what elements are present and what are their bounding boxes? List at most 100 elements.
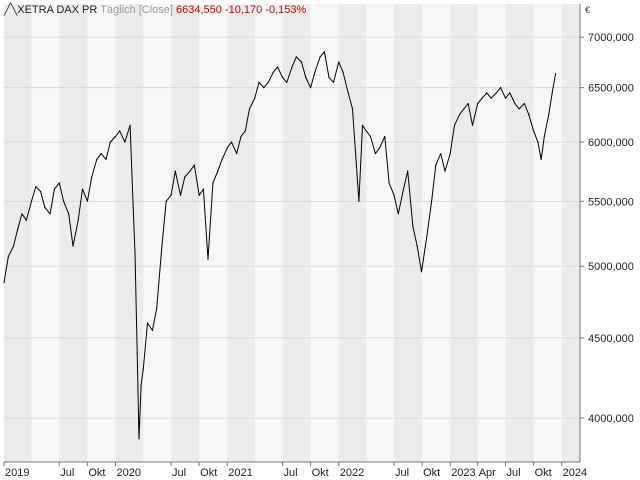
price-point [240,135,242,138]
price-point [393,194,395,196]
price-point [63,200,65,202]
x-tick-label: Jul [284,467,298,479]
price-point [328,76,330,78]
price-line [3,51,557,440]
price-point [212,182,214,184]
last-price: 6634,550 [176,4,222,16]
price-point [184,176,186,178]
x-tick-label: Okt [423,467,440,479]
quarter-band [505,4,534,462]
price-point [310,87,312,89]
price-point [528,113,530,115]
price-change: -10,170 [224,4,263,16]
price-point [412,225,414,228]
price-point [314,71,316,73]
price-point [305,76,307,78]
price-point [49,213,51,215]
price-point [338,61,340,63]
y-tick-label: 4000,000 [588,413,634,425]
price-point [504,97,507,99]
gridlines [4,36,584,419]
quarter-band [561,4,580,462]
price-point [500,87,502,89]
price-point [140,384,142,386]
quarter-band [59,4,88,462]
x-tick-label: 2023 [451,467,475,479]
y-tick-label: 6500,000 [588,83,634,95]
price-point [254,97,256,99]
price-point [332,81,335,83]
price-point [77,219,79,221]
x-tick-label: 2019 [5,467,29,479]
price-point [543,135,545,138]
y-tick-label: 6000,000 [588,137,634,149]
x-tick-label: 2022 [340,467,364,479]
price-point [217,170,219,172]
price-point [134,252,136,254]
price-point [258,81,260,83]
price-point [407,170,409,172]
price-point [25,219,27,221]
chart-legend: ╱╲XETRA DAX PR Täglich [Close] 6634,550 … [4,3,306,17]
currency-symbol: € [585,5,591,15]
price-point [291,66,293,68]
price-point [523,102,526,105]
y-tick-label: 5500,000 [588,196,634,208]
price-point [44,207,46,209]
price-point [267,81,269,83]
price-point [548,113,550,115]
price-point [207,258,209,260]
price-point [277,66,279,68]
price-point [230,141,233,143]
price-point [35,186,37,188]
price-point [146,322,149,324]
x-tick-label: Okt [312,467,329,479]
price-point [463,108,465,110]
price-point [189,170,191,172]
price-point [100,153,102,155]
price-point [151,329,153,331]
price-point [244,130,246,132]
price-point [281,76,284,78]
x-tick-label: Apr [479,467,496,479]
price-point [91,176,93,178]
y-tick-label: 4500,000 [588,333,634,345]
price-point [286,81,288,83]
price-point [72,245,74,247]
x-tick-label: Okt [88,467,105,479]
price-point [425,238,427,241]
price-point [114,135,117,138]
price-point [272,71,274,73]
price-point [397,213,399,215]
x-tick-label: 2021 [228,467,252,479]
price-point [129,124,131,126]
price-point [514,102,516,105]
price-point [248,108,251,110]
price-point [179,194,182,196]
instrument-name: XETRA DAX PR [17,4,98,16]
price-point [105,158,107,160]
price-point [198,194,200,196]
price-point [444,170,446,172]
price-point [533,130,535,132]
price-point [170,194,172,196]
price-point [161,245,163,247]
interval-label: Täglich [Close] [100,4,173,16]
price-point [431,200,433,202]
price-point [138,438,140,440]
price-point [490,97,492,99]
x-axis-labels: 2019 Jul Okt 2020 Jul Okt 2021 Jul Okt 2022 Jul Okt… [3,462,587,479]
price-point [358,200,360,202]
price-point [347,92,349,94]
price-point [537,141,539,143]
price-point [193,164,195,166]
quarter-band [4,4,32,462]
price-point [136,352,138,354]
price-point [342,71,344,73]
price-point [518,108,520,110]
price-point [17,228,19,230]
price-point [540,158,542,160]
price-point [124,141,126,143]
price-point [263,87,265,89]
